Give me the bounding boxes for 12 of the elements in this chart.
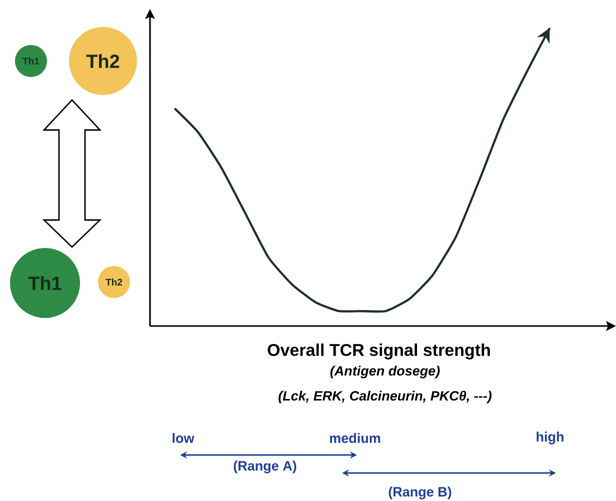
text: (Range A): [234, 460, 296, 474]
text: low: [172, 433, 194, 443]
text: medium: [330, 433, 380, 443]
text: high: [536, 432, 564, 444]
text: (Range B): [388, 486, 452, 500]
x-axis-title: Overall TCR signal strength: [268, 344, 490, 360]
text: (Lck, ERK, Calcineurin, PKCθ, ---): [278, 390, 492, 404]
text: Th2: [106, 278, 122, 286]
text: Th1: [22, 58, 40, 64]
text: Th1: [28, 276, 62, 290]
text: (Antigen dosege): [330, 366, 440, 378]
text: Th2: [86, 54, 120, 68]
